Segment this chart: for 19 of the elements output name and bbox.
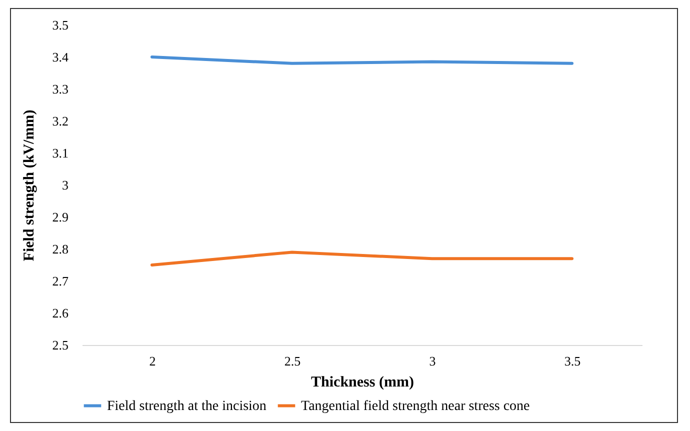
x-axis-title: Thickness (mm) — [311, 374, 414, 390]
x-tick-label: 3.5 — [564, 354, 581, 368]
y-tick-label: 3.3 — [52, 82, 68, 96]
legend-label: Tangential field strength near stress cone — [301, 398, 530, 414]
y-tick-label: 3.1 — [52, 146, 68, 160]
y-tick-label: 2.5 — [52, 338, 68, 352]
y-tick-label: 3.2 — [52, 114, 68, 128]
y-tick-label: 2.9 — [52, 210, 68, 224]
y-tick-label: 2.8 — [52, 242, 68, 256]
y-tick-label: 3 — [62, 178, 68, 192]
y-axis-title: Field strength (kV/mm) — [21, 110, 38, 262]
x-tick-label: 2 — [149, 354, 156, 368]
y-tick-label: 3.4 — [52, 50, 69, 64]
legend-label: Field strength at the incision — [107, 398, 266, 414]
y-tick-label: 2.7 — [52, 274, 69, 288]
x-tick-label: 3 — [429, 354, 436, 368]
y-tick-label: 2.6 — [52, 306, 69, 320]
x-tick-label: 2.5 — [284, 354, 301, 368]
y-tick-label: 3.5 — [52, 18, 68, 32]
